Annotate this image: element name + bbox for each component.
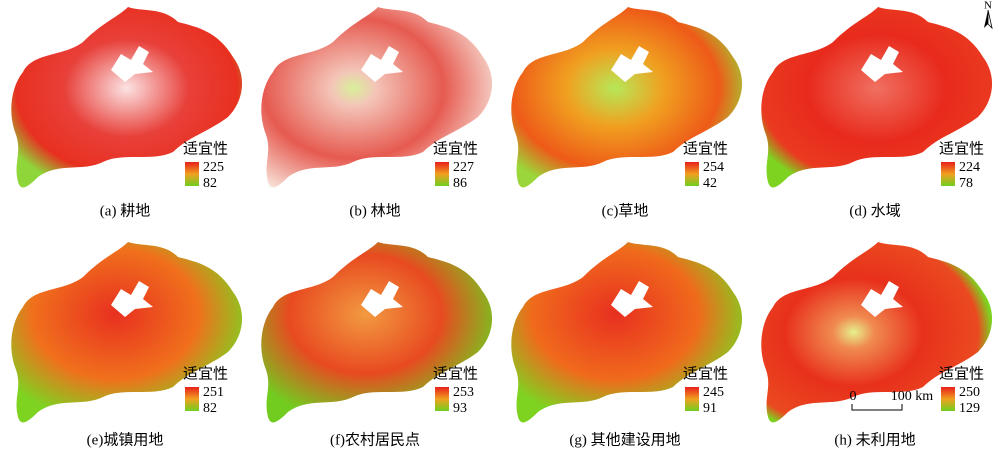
legend-max: 251 xyxy=(203,385,224,400)
map xyxy=(761,7,993,188)
legend-ramp xyxy=(941,162,955,186)
legend-ramp xyxy=(435,387,449,411)
legend-title: 适宜性 xyxy=(433,140,478,157)
legend-min: 93 xyxy=(453,401,467,416)
legend-max: 254 xyxy=(703,160,724,175)
legend-min: 82 xyxy=(203,401,217,416)
north-label: N xyxy=(984,0,992,12)
caption: (b) 林地 xyxy=(349,202,400,219)
caption: (c)草地 xyxy=(602,202,649,219)
legend-min: 129 xyxy=(959,401,980,416)
legend-max: 250 xyxy=(959,385,980,400)
legend-max: 225 xyxy=(203,160,224,175)
legend-max: 253 xyxy=(453,385,474,400)
legend-min: 78 xyxy=(959,176,973,191)
map xyxy=(761,242,993,423)
legend-title: 适宜性 xyxy=(939,140,984,157)
legend-title: 适宜性 xyxy=(183,365,228,382)
legend-min: 86 xyxy=(453,176,467,191)
legend-ramp xyxy=(685,387,699,411)
caption: (f)农村居民点 xyxy=(330,431,420,448)
caption: (a) 耕地 xyxy=(100,201,150,219)
north-arrow: N xyxy=(984,0,993,30)
legend-title: 适宜性 xyxy=(683,140,728,157)
caption: (h) 未利用地 xyxy=(834,431,915,448)
legend-max: 224 xyxy=(959,160,980,175)
legend-ramp xyxy=(185,162,199,186)
caption: (g) 其他建设用地 xyxy=(569,431,680,448)
legend-ramp xyxy=(435,162,449,186)
legend-title: 适宜性 xyxy=(939,365,984,382)
scale-bar: 0 100 km xyxy=(850,389,934,411)
legend-title: 适宜性 xyxy=(683,365,728,382)
legend-max: 245 xyxy=(703,385,724,400)
legend-min: 42 xyxy=(703,176,717,191)
legend-ramp xyxy=(941,387,955,411)
caption: (d) 水域 xyxy=(849,202,900,219)
legend-min: 91 xyxy=(703,401,717,416)
region-shape xyxy=(761,242,993,423)
legend-title: 适宜性 xyxy=(433,365,478,382)
scale-end: 100 km xyxy=(891,389,934,404)
region-shape xyxy=(761,7,993,188)
legend-title: 适宜性 xyxy=(183,140,228,157)
legend-ramp xyxy=(685,162,699,186)
caption: (e)城镇用地 xyxy=(87,431,164,448)
legend-ramp xyxy=(185,387,199,411)
scale-start: 0 xyxy=(850,389,857,404)
legend-max: 227 xyxy=(453,160,474,175)
legend-min: 82 xyxy=(203,176,217,191)
